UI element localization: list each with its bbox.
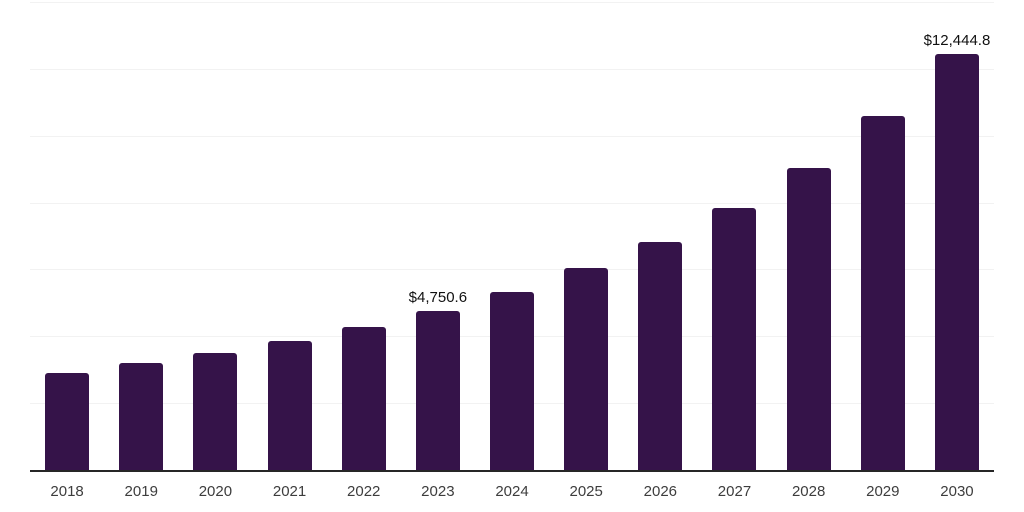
- bar: [193, 352, 238, 470]
- bar-group: [549, 0, 623, 470]
- bar-group: $4,750.6: [401, 0, 475, 470]
- gridline: [30, 69, 994, 70]
- bar: [860, 116, 905, 470]
- bar-value-label: $4,750.6: [408, 289, 468, 307]
- bar-group: [178, 0, 252, 470]
- bar-group: [475, 0, 549, 470]
- bar: [638, 242, 683, 470]
- bar-group: [104, 0, 178, 470]
- bar-group: [30, 0, 104, 470]
- x-tick-label: 2029: [866, 483, 900, 500]
- bar-group: $12,444.8: [920, 0, 994, 470]
- bar: [934, 54, 979, 470]
- bar-group: [697, 0, 771, 470]
- bars-row: $4,750.6 $12,444.8: [30, 0, 994, 470]
- bar: [712, 208, 757, 470]
- x-tick-label: 2022: [347, 483, 381, 500]
- x-axis-line: [30, 470, 994, 472]
- x-tick-label: 2024: [495, 483, 529, 500]
- gridline: [30, 2, 994, 3]
- x-tick-label: 2023: [421, 483, 455, 500]
- bar: [45, 373, 90, 470]
- x-tick-label: 2025: [569, 483, 603, 500]
- bar: [267, 340, 312, 470]
- gridline: [30, 136, 994, 137]
- x-tick-label: 2027: [717, 483, 752, 500]
- bar-group: [252, 0, 326, 470]
- bar-value-label: $12,444.8: [923, 32, 991, 49]
- bar: [786, 168, 831, 470]
- x-tick-label: 2026: [643, 483, 678, 500]
- bar-group: [846, 0, 920, 470]
- plot-area: $4,750.6 $12,444.8: [30, 0, 994, 470]
- x-tick-label: 2021: [272, 483, 307, 500]
- x-tick-label: 2030: [940, 483, 974, 500]
- bar: [415, 311, 460, 470]
- bar: [564, 268, 609, 470]
- x-tick-label: 2028: [791, 483, 826, 500]
- gridline: [30, 203, 994, 204]
- bar-group: [623, 0, 697, 470]
- bar-group: [772, 0, 846, 470]
- x-tick-label: 2019: [124, 483, 158, 500]
- x-axis-tick-labels: 2018 2019 2020 2021 2022 2023 2024 2025 2026 2027…: [30, 483, 994, 501]
- x-tick-label: 2020: [198, 483, 233, 500]
- bar-group: [327, 0, 401, 470]
- x-tick-label: 2018: [50, 483, 84, 500]
- bar: [490, 291, 535, 470]
- bar: [341, 326, 386, 470]
- bar: [119, 362, 164, 470]
- gridline: [30, 269, 994, 270]
